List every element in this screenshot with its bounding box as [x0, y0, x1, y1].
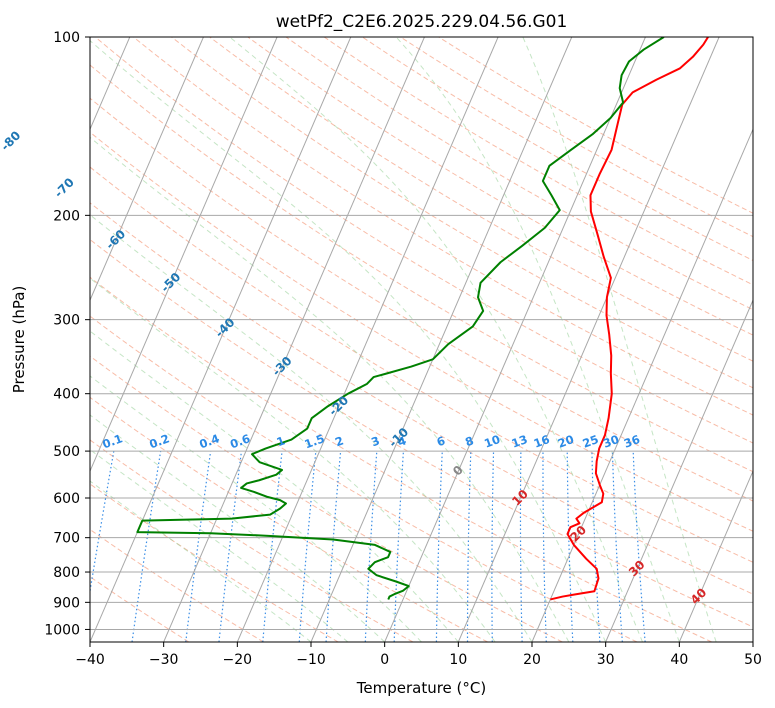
mixing-ratio-label: 0.2 — [147, 431, 171, 451]
x-tick-label: −20 — [223, 652, 253, 668]
chart-title: wetPf2_C2E6.2025.229.04.56.G01 — [276, 12, 568, 32]
moist-adiabat — [522, 37, 717, 642]
moist-adiabat — [229, 37, 643, 642]
mixing-ratio-label: 0.1 — [100, 431, 124, 451]
y-tick-label: 700 — [53, 531, 80, 547]
dry-adiabat — [133, 37, 753, 416]
isotherm-line — [605, 298, 753, 642]
x-tick-label: −30 — [149, 652, 179, 668]
plot-background — [90, 37, 753, 642]
isotherm-label: -80 — [0, 128, 23, 153]
y-tick-label: 100 — [53, 30, 80, 46]
dry-adiabat — [90, 528, 264, 642]
isotherm-line — [678, 469, 753, 642]
dry-adiabat — [90, 131, 753, 532]
dry-adiabat — [438, 37, 753, 214]
isotherm-line — [90, 37, 278, 473]
isotherm-line — [90, 37, 204, 302]
dry-adiabat — [90, 166, 753, 563]
dry-adiabat — [90, 483, 339, 642]
mixing-ratio-label: 20 — [556, 432, 576, 451]
y-tick-label: 500 — [53, 444, 80, 460]
mixing-ratio-label: 10 — [482, 432, 502, 451]
plot-frame — [89, 36, 754, 643]
y-tick-label: 400 — [53, 387, 80, 403]
isotherm-line — [90, 37, 352, 642]
isotherm-line — [752, 640, 753, 642]
y-tick-label: 800 — [53, 565, 80, 581]
x-tick-label: 0 — [380, 652, 389, 668]
mixing-ratio-label: 30 — [601, 432, 621, 451]
mixing-ratio-label: 0.6 — [228, 431, 252, 451]
x-tick-label: −40 — [75, 652, 105, 668]
x-tick-label: 30 — [597, 652, 615, 668]
moist-adiabat — [90, 277, 496, 642]
x-axis-label: Temperature (°C) — [356, 679, 486, 697]
y-axis-label: Pressure (hPa) — [10, 286, 28, 394]
x-tick-label: 20 — [523, 652, 541, 668]
mixing-ratio-label: 36 — [622, 432, 642, 451]
isotherm-line — [310, 37, 573, 642]
mixing-ratio-line — [131, 451, 162, 642]
dry-adiabat — [323, 37, 753, 286]
x-tick-label: −10 — [296, 652, 326, 668]
x-tick-label: 50 — [744, 652, 762, 668]
mixing-ratio-line — [90, 450, 115, 595]
x-tick-label: 40 — [670, 652, 688, 668]
isotherm-label: -70 — [52, 175, 77, 200]
moist-adiabat — [90, 40, 607, 642]
x-tick-label: 10 — [449, 652, 467, 668]
mixing-ratio-label: 25 — [581, 432, 601, 451]
isotherm-line — [384, 37, 646, 642]
dry-adiabat — [90, 97, 753, 502]
isotherm-line — [0, 37, 56, 642]
profile-line-1 — [550, 37, 709, 601]
y-tick-label: 1000 — [44, 622, 80, 638]
dry-adiabat — [209, 37, 753, 362]
moist-adiabat — [90, 214, 533, 642]
isotherm-line — [457, 37, 720, 642]
mixing-ratio-label: 13 — [510, 432, 530, 451]
mixing-ratio-line — [218, 451, 243, 642]
moist-adiabat — [395, 37, 680, 642]
dry-adiabat — [90, 276, 712, 642]
dry-adiabat — [90, 64, 753, 473]
moist-adiabat — [90, 414, 386, 642]
dry-adiabat — [90, 238, 753, 628]
moist-adiabat — [90, 136, 570, 642]
moist-adiabat — [90, 375, 422, 642]
y-tick-label: 900 — [53, 595, 80, 611]
dry-adiabat — [90, 202, 753, 595]
dry-adiabat — [94, 37, 753, 444]
dry-adiabat — [90, 315, 638, 642]
mixing-ratio-label: 1.5 — [302, 431, 326, 451]
y-tick-label: 300 — [53, 313, 80, 329]
dry-adiabat — [285, 37, 753, 311]
y-tick-label: 200 — [53, 208, 80, 224]
isotherm-line — [531, 128, 753, 642]
isotherm-line — [236, 37, 499, 642]
mixing-ratio-line — [185, 451, 212, 642]
mixing-ratio-label: 0.4 — [197, 431, 221, 451]
mixing-ratio-label: 16 — [532, 432, 552, 451]
y-tick-label: 600 — [53, 491, 80, 507]
moist-adiabat — [90, 480, 312, 642]
isotherm-line — [163, 37, 425, 642]
profile-line-2 — [136, 37, 665, 600]
